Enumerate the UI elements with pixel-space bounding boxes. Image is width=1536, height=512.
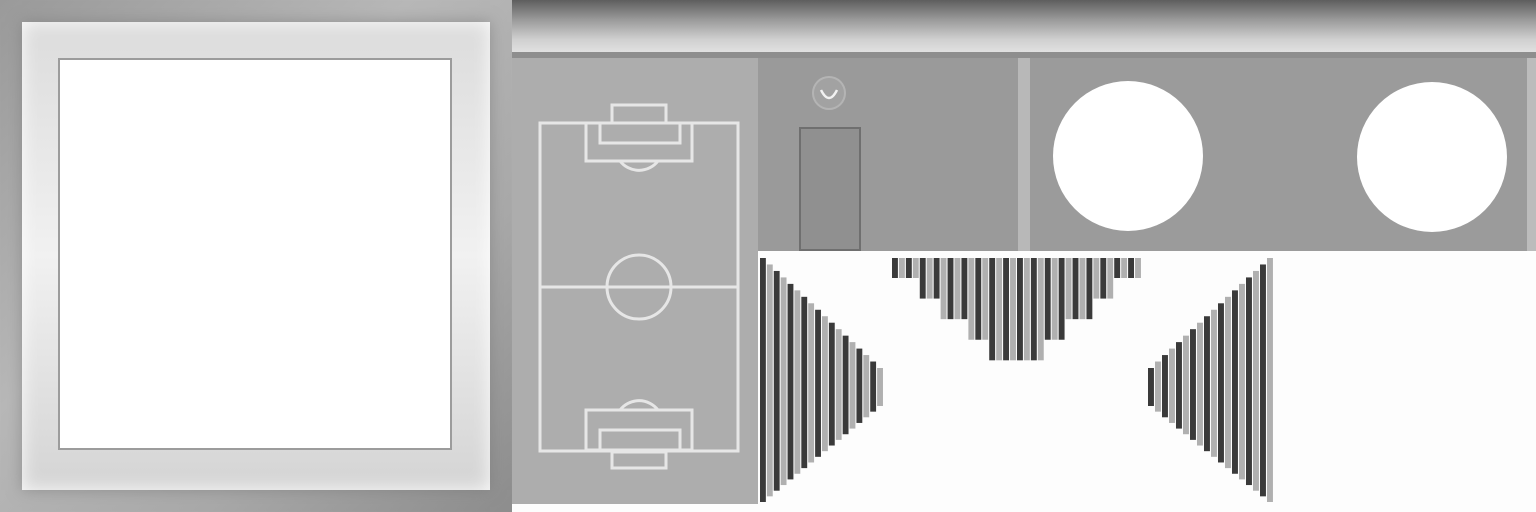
- stripe: [877, 368, 883, 406]
- stripe: [1148, 368, 1154, 406]
- stripe: [1162, 355, 1168, 418]
- top-gradient-strip: [512, 0, 1536, 56]
- stripe: [760, 258, 766, 502]
- stripe: [842, 335, 849, 435]
- stripe: [1107, 258, 1114, 299]
- stripe: [947, 258, 954, 320]
- stripe: [856, 348, 863, 423]
- stripe: [1058, 258, 1065, 340]
- panel-divider: [1018, 58, 1030, 251]
- stripe: [870, 361, 877, 412]
- stripe: [808, 303, 815, 463]
- top-penalty-arc: [618, 160, 660, 172]
- right-edge-strip: [1527, 58, 1536, 251]
- stripe: [989, 258, 996, 361]
- stripe-wedge-center: [892, 258, 1141, 361]
- stripe: [933, 258, 940, 299]
- stripe: [940, 258, 947, 320]
- stripe: [828, 322, 835, 446]
- stripe: [1030, 258, 1037, 361]
- stripe: [1260, 264, 1266, 497]
- circle-cutout-right: [1357, 82, 1507, 232]
- stripe: [1218, 303, 1224, 463]
- stripe: [794, 290, 801, 474]
- stripe: [1246, 277, 1252, 486]
- stripe: [1239, 283, 1245, 480]
- stripe-wedge-left: [760, 258, 883, 502]
- stripe: [1017, 258, 1023, 361]
- circle-cutout-left: [1053, 81, 1203, 231]
- stripe: [766, 264, 773, 497]
- stripe: [968, 258, 975, 340]
- stripe: [1072, 258, 1079, 320]
- stripe: [1114, 258, 1121, 278]
- stripe: [815, 309, 821, 457]
- pitch-panel: [512, 58, 758, 504]
- stripe: [1169, 348, 1175, 423]
- stripe: [1051, 258, 1058, 340]
- stripe: [1023, 258, 1030, 361]
- stripe: [1128, 258, 1135, 278]
- stripe: [1190, 329, 1196, 440]
- stripe: [801, 296, 808, 469]
- stripe: [822, 316, 828, 452]
- stripe-wedge-right: [1148, 258, 1273, 502]
- top-strip-edge: [512, 52, 1536, 58]
- stripe: [1211, 309, 1217, 457]
- bottom-goal-box: [598, 428, 682, 452]
- stripe: [1155, 361, 1161, 412]
- stripe: [1010, 258, 1016, 361]
- stripe: [954, 258, 961, 320]
- bottom-penalty-arc: [618, 399, 660, 411]
- stripe: [961, 258, 968, 320]
- stripe: [1197, 322, 1203, 446]
- stripe: [1176, 342, 1182, 429]
- stripe: [1037, 258, 1044, 361]
- stripe: [1183, 335, 1189, 435]
- stripe: [1232, 290, 1238, 474]
- stripe: [1093, 258, 1100, 299]
- stripe: [1079, 258, 1086, 320]
- stripe: [912, 258, 919, 278]
- stripe: [1253, 270, 1259, 491]
- center-circle: [605, 253, 673, 321]
- stripe: [982, 258, 989, 340]
- stripe: [975, 258, 982, 340]
- stripe: [1225, 296, 1231, 469]
- stripe: [996, 258, 1003, 361]
- top-goal: [610, 103, 668, 125]
- stripe: [892, 258, 898, 278]
- stripe: [1135, 258, 1141, 278]
- stripe: [1003, 258, 1010, 361]
- stripe: [1100, 258, 1107, 299]
- stripe: [926, 258, 933, 299]
- soccer-pitch-icon: [538, 103, 740, 470]
- stripe: [905, 258, 912, 278]
- tilde-symbol-icon: [812, 76, 846, 110]
- stripe: [919, 258, 926, 299]
- stripe: [1121, 258, 1128, 278]
- stripe: [1044, 258, 1051, 340]
- stripe: [1204, 316, 1210, 452]
- stripe: [780, 277, 787, 486]
- stripe: [1086, 258, 1093, 320]
- stripe: [849, 342, 856, 429]
- frame-blank-area: [58, 58, 452, 450]
- stripe: [863, 355, 870, 418]
- stripe: [787, 283, 794, 480]
- stripe: [835, 329, 842, 440]
- stripe: [898, 258, 905, 278]
- rectangular-slot: [799, 127, 861, 251]
- stripe: [1065, 258, 1072, 320]
- stripe: [773, 270, 780, 491]
- stripe: [1267, 258, 1273, 502]
- bottom-goal: [610, 450, 668, 470]
